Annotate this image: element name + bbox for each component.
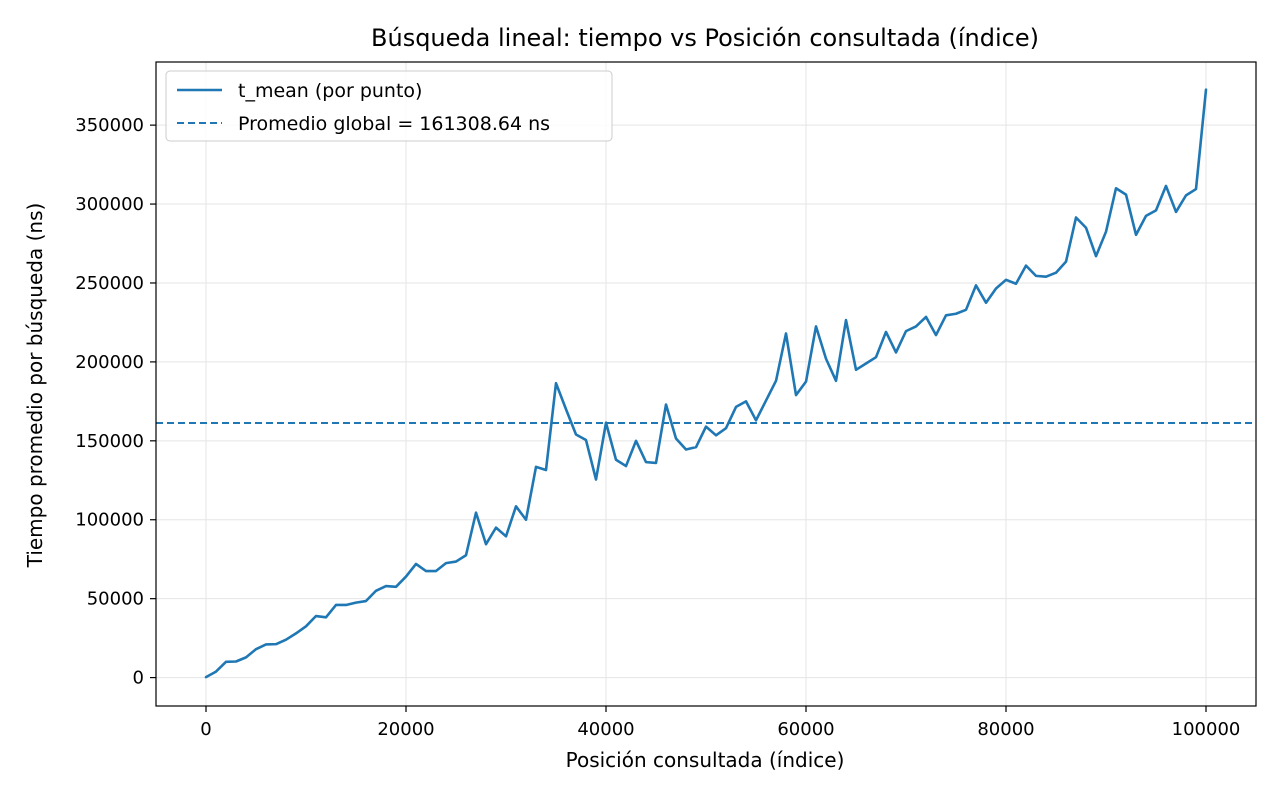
legend: t_mean (por punto) Promedio global = 161…	[165, 70, 613, 142]
x-tick-label: 20000	[377, 719, 434, 740]
x-tick-label: 80000	[977, 719, 1034, 740]
x-axis-ticks: 0 20000 40000 60000 80000 100000	[200, 706, 1240, 740]
x-tick-label: 100000	[1172, 719, 1241, 740]
y-tick-label: 250000	[75, 273, 144, 294]
legend-label-series: t_mean (por punto)	[238, 80, 422, 102]
series-line-t-mean	[204, 88, 1208, 679]
grid	[156, 62, 1256, 706]
y-tick-label: 300000	[75, 194, 144, 215]
y-tick-label: 0	[133, 668, 144, 689]
series-line-group	[204, 88, 1208, 679]
y-tick-label: 100000	[75, 510, 144, 531]
y-tick-label: 200000	[75, 352, 144, 373]
chart-title: Búsqueda lineal: tiempo vs Posición cons…	[371, 24, 1039, 52]
legend-label-mean: Promedio global = 161308.64 ns	[238, 113, 550, 135]
x-tick-label: 60000	[777, 719, 834, 740]
plot-frame	[155, 61, 1257, 707]
x-axis-label: Posición consultada (índice)	[566, 748, 845, 772]
legend-box	[165, 70, 613, 142]
x-tick-label: 0	[200, 719, 211, 740]
y-axis-ticks: 0 50000 100000 150000 200000 250000 300000 3500…	[75, 115, 156, 689]
y-tick-label: 350000	[75, 115, 144, 136]
y-tick-label: 150000	[75, 431, 144, 452]
x-tick-label: 40000	[577, 719, 634, 740]
y-tick-label: 50000	[87, 589, 144, 610]
y-axis-label: Tiempo promedio por búsqueda (ns)	[23, 203, 47, 569]
